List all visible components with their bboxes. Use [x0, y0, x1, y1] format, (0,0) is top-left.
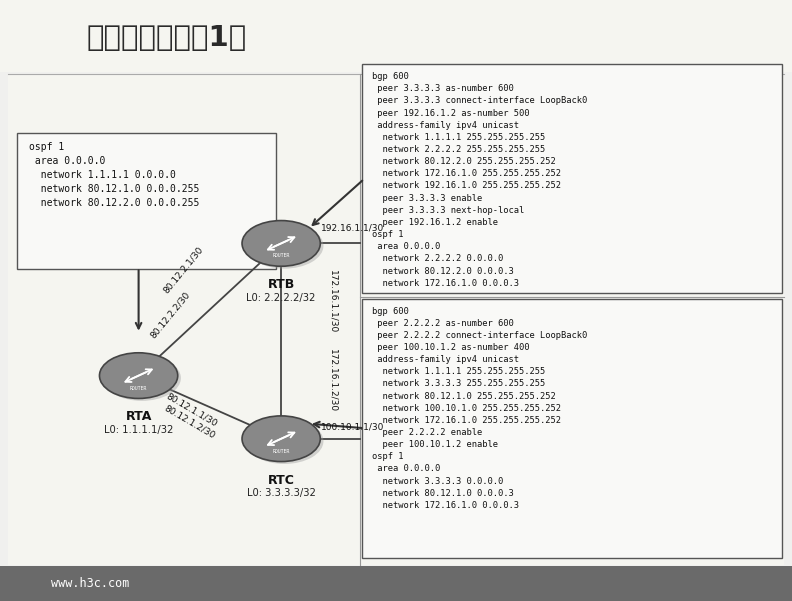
Text: ospf 1
 area 0.0.0.0
  network 1.1.1.1 0.0.0.0
  network 80.12.1.0 0.0.0.255
  n: ospf 1 area 0.0.0.0 network 1.1.1.1 0.0.… [29, 142, 200, 209]
Ellipse shape [246, 418, 323, 464]
Ellipse shape [100, 353, 177, 398]
Text: www.h3c.com: www.h3c.com [51, 577, 130, 590]
Text: 80.12.1.1/30: 80.12.1.1/30 [165, 391, 219, 428]
Text: 192.16.1.1/30: 192.16.1.1/30 [321, 224, 384, 233]
Text: ROUTER: ROUTER [272, 449, 290, 454]
Text: bgp 600
 peer 2.2.2.2 as-number 600
 peer 2.2.2.2 connect-interface LoopBack0
 p: bgp 600 peer 2.2.2.2 as-number 600 peer … [372, 307, 588, 510]
Text: 80.12.2.2/30: 80.12.2.2/30 [149, 290, 192, 340]
FancyBboxPatch shape [0, 566, 792, 601]
FancyBboxPatch shape [8, 75, 784, 565]
Text: bgp 600
 peer 3.3.3.3 as-number 600
 peer 3.3.3.3 connect-interface LoopBack0
 p: bgp 600 peer 3.3.3.3 as-number 600 peer … [372, 72, 588, 288]
Text: RTB: RTB [268, 278, 295, 291]
Text: 100.10.1.1/30: 100.10.1.1/30 [321, 423, 384, 432]
Text: ROUTER: ROUTER [272, 254, 290, 258]
FancyBboxPatch shape [362, 299, 782, 558]
FancyBboxPatch shape [0, 0, 792, 72]
Text: 172.16.1.1/30: 172.16.1.1/30 [328, 270, 337, 334]
FancyBboxPatch shape [362, 64, 782, 293]
Ellipse shape [242, 416, 320, 462]
Ellipse shape [242, 221, 320, 266]
Text: 172.16.1.2/30: 172.16.1.2/30 [328, 349, 337, 412]
FancyBboxPatch shape [17, 133, 276, 269]
Text: ROUTER: ROUTER [130, 386, 147, 391]
Text: L0: 3.3.3.3/32: L0: 3.3.3.3/32 [247, 488, 315, 498]
Text: L0: 2.2.2.2/32: L0: 2.2.2.2/32 [246, 293, 316, 303]
Text: RTC: RTC [268, 474, 295, 487]
Ellipse shape [246, 223, 323, 269]
Ellipse shape [103, 355, 181, 401]
Text: 网络基本配置（1）: 网络基本配置（1） [86, 24, 246, 52]
Text: 80.12.2.1/30: 80.12.2.1/30 [162, 245, 205, 294]
Text: RTA: RTA [125, 410, 152, 424]
Text: 80.12.1.2/30: 80.12.1.2/30 [162, 403, 216, 440]
Text: L0: 1.1.1.1/32: L0: 1.1.1.1/32 [104, 425, 173, 435]
